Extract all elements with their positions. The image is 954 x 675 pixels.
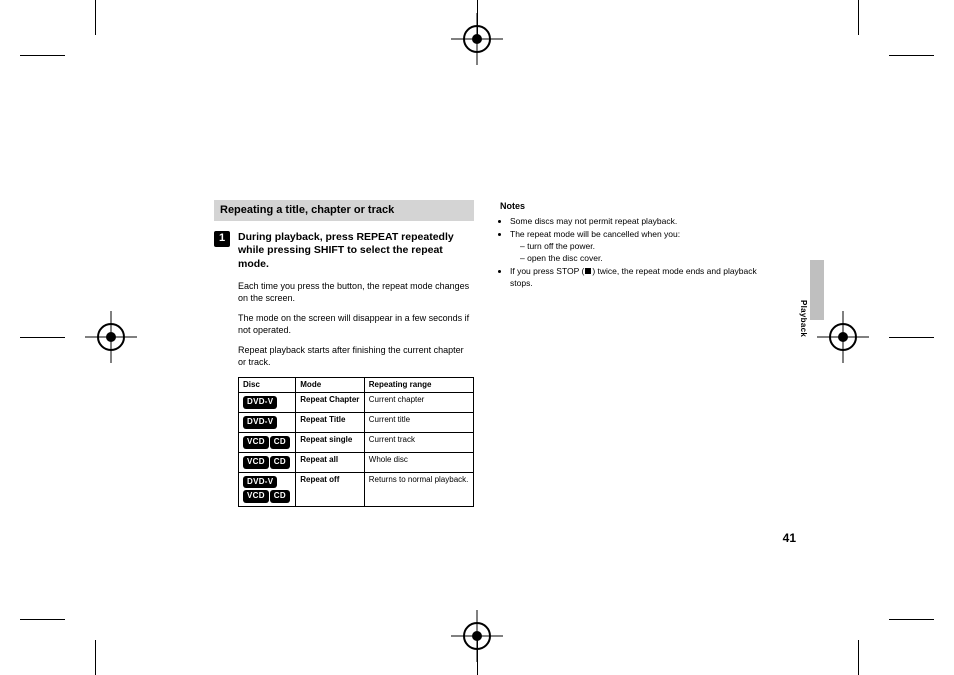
- disc-badge: VCD: [243, 436, 269, 449]
- mode-cell: Repeat Title: [296, 413, 365, 433]
- disc-badge: DVD-V: [243, 396, 277, 409]
- notes-heading: Notes: [500, 200, 760, 212]
- repeat-mode-table: Disc Mode Repeating range DVD-V Repeat Ch…: [238, 377, 474, 508]
- crop-mark: [95, 0, 96, 35]
- disc-badge: CD: [270, 456, 290, 469]
- side-section-label: Playback: [799, 300, 808, 337]
- range-cell: Current track: [364, 433, 473, 453]
- registration-mark: [463, 25, 491, 53]
- disc-badge: VCD: [243, 456, 269, 469]
- step-instruction: During playback, press REPEAT repeatedly…: [238, 231, 474, 272]
- stop-icon: [585, 268, 591, 274]
- disc-cell: VCDCD: [239, 452, 296, 472]
- crop-mark: [95, 640, 96, 675]
- side-tab: [810, 260, 824, 320]
- disc-cell: DVD-VVCDCD: [239, 472, 296, 507]
- disc-badge: DVD-V: [243, 416, 277, 429]
- left-column: Repeating a title, chapter or track 1 Du…: [214, 200, 474, 507]
- crop-mark: [858, 0, 859, 35]
- crop-mark: [889, 55, 934, 56]
- table-row: DVD-V Repeat ChapterCurrent chapter: [239, 393, 474, 413]
- registration-mark: [463, 622, 491, 650]
- table-header: Mode: [296, 377, 365, 393]
- disc-cell: VCDCD: [239, 433, 296, 453]
- paragraph: The mode on the screen will disappear in…: [238, 312, 474, 336]
- note-subitem: – turn off the power.: [510, 241, 760, 253]
- paragraph: Repeat playback starts after finishing t…: [238, 344, 474, 368]
- crop-mark: [20, 619, 65, 620]
- note-item: Some discs may not permit repeat playbac…: [510, 216, 760, 228]
- paragraph: Each time you press the button, the repe…: [238, 280, 474, 304]
- table-row: DVD-VVCDCDRepeat offReturns to normal pl…: [239, 472, 474, 507]
- registration-mark: [97, 323, 125, 351]
- table-row: VCDCDRepeat singleCurrent track: [239, 433, 474, 453]
- disc-cell: DVD-V: [239, 413, 296, 433]
- crop-mark: [20, 337, 65, 338]
- disc-cell: DVD-V: [239, 393, 296, 413]
- note-item: The repeat mode will be cancelled when y…: [510, 229, 760, 265]
- table-row: DVD-V Repeat TitleCurrent title: [239, 413, 474, 433]
- crop-mark: [889, 337, 934, 338]
- crop-mark: [20, 55, 65, 56]
- mode-cell: Repeat all: [296, 452, 365, 472]
- range-cell: Current chapter: [364, 393, 473, 413]
- crop-mark: [889, 619, 934, 620]
- range-cell: Current title: [364, 413, 473, 433]
- mode-cell: Repeat Chapter: [296, 393, 365, 413]
- step-1: 1 During playback, press REPEAT repeated…: [214, 231, 474, 272]
- note-item: If you press STOP () twice, the repeat m…: [510, 266, 760, 290]
- table-header: Repeating range: [364, 377, 473, 393]
- crop-mark: [858, 640, 859, 675]
- range-cell: Whole disc: [364, 452, 473, 472]
- disc-badge: CD: [270, 436, 290, 449]
- mode-cell: Repeat off: [296, 472, 365, 507]
- disc-badge: CD: [270, 490, 290, 503]
- table-row: VCDCDRepeat allWhole disc: [239, 452, 474, 472]
- right-column: Notes Some discs may not permit repeat p…: [500, 200, 760, 507]
- registration-mark: [829, 323, 857, 351]
- notes-list: Some discs may not permit repeat playbac…: [500, 216, 760, 289]
- mode-cell: Repeat single: [296, 433, 365, 453]
- disc-badge: DVD-V: [243, 476, 277, 489]
- step-number-badge: 1: [214, 231, 230, 247]
- page-content: Playback Repeating a title, chapter or t…: [130, 70, 824, 605]
- note-subitem: – open the disc cover.: [510, 253, 760, 265]
- disc-badge: VCD: [243, 490, 269, 503]
- table-header: Disc: [239, 377, 296, 393]
- section-heading: Repeating a title, chapter or track: [214, 200, 474, 221]
- page-number: 41: [783, 531, 796, 545]
- range-cell: Returns to normal playback.: [364, 472, 473, 507]
